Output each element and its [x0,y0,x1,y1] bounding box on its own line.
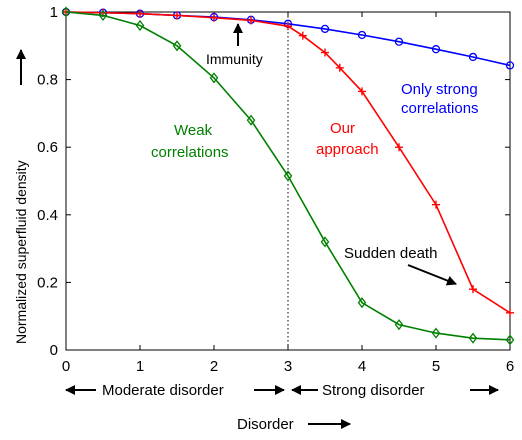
y-tick-label: 0 [50,342,58,359]
moderate-disorder-label: Moderate disorder [102,382,224,399]
only-strong-label-line2: correlations [401,100,479,117]
data-point [61,6,71,18]
weak-label-line1: Weak [174,122,213,139]
weak-label-line2: correlations [151,144,229,161]
x-tick-label: 4 [358,358,366,375]
strong-disorder-annotation: Strong disorder [291,382,499,399]
series-diamond [61,6,515,346]
data-point [395,143,403,152]
x-tick-label: 3 [284,358,292,375]
strong-disorder-label: Strong disorder [322,382,425,399]
data-point [284,22,292,31]
data-point [335,63,344,72]
data-point [431,327,441,339]
data-point [506,308,514,317]
data-point [357,297,367,309]
x-tick-label: 5 [432,358,440,375]
x-tick-label: 0 [62,358,70,375]
data-point [172,40,182,52]
data-point [320,236,330,248]
data-point [210,13,218,22]
data-point [246,114,256,126]
y-axis-label: Normalized superfluid density [13,160,29,344]
data-point [98,9,108,21]
y-tick-label: 0.8 [37,72,58,89]
data-point [283,170,293,182]
only-strong-label-line1: Only strong [401,81,478,98]
x-axis-title: Disorder [237,416,351,433]
y-tick-label: 0.4 [37,207,58,224]
y-tick-label: 1 [50,4,58,21]
data-point [358,87,366,96]
data-point [173,11,181,20]
series-plus [62,8,514,317]
sudden-death-label: Sudden death [344,245,437,262]
data-point [136,9,144,18]
data-point [320,24,330,34]
data-point [469,285,477,294]
x-tick-label: 6 [506,358,514,375]
data-point [357,30,367,40]
moderate-disorder-annotation: Moderate disorder [65,382,285,399]
series-group [61,6,515,346]
y-axis-title: Normalized superfluid density [13,49,29,344]
sudden-death-arrow [407,264,457,286]
data-point [432,200,440,209]
data-point [394,319,404,331]
y-tick-label: 0.6 [37,139,58,156]
x-axis-label: Disorder [237,416,294,433]
our-approach-label-line1: Our [330,120,355,137]
data-point [298,31,307,40]
immunity-label: Immunity [206,51,263,67]
data-point [468,332,478,344]
data-point [468,52,478,62]
data-point [505,334,515,346]
axis-ticks: 0 1 2 3 4 5 6 0 0.2 0.4 0.6 0.8 1 [37,4,514,375]
series-line [65,11,511,341]
data-point [209,72,219,84]
x-tick-label: 2 [210,358,218,375]
data-point [505,61,515,70]
data-point [135,19,145,32]
data-point [431,45,441,54]
series-circle [61,7,515,70]
our-approach-label-line2: approach [316,141,379,158]
x-tick-label: 1 [136,358,144,375]
data-point [247,16,255,25]
data-point [394,37,404,46]
y-tick-label: 0.2 [37,274,58,291]
data-point [321,48,329,57]
